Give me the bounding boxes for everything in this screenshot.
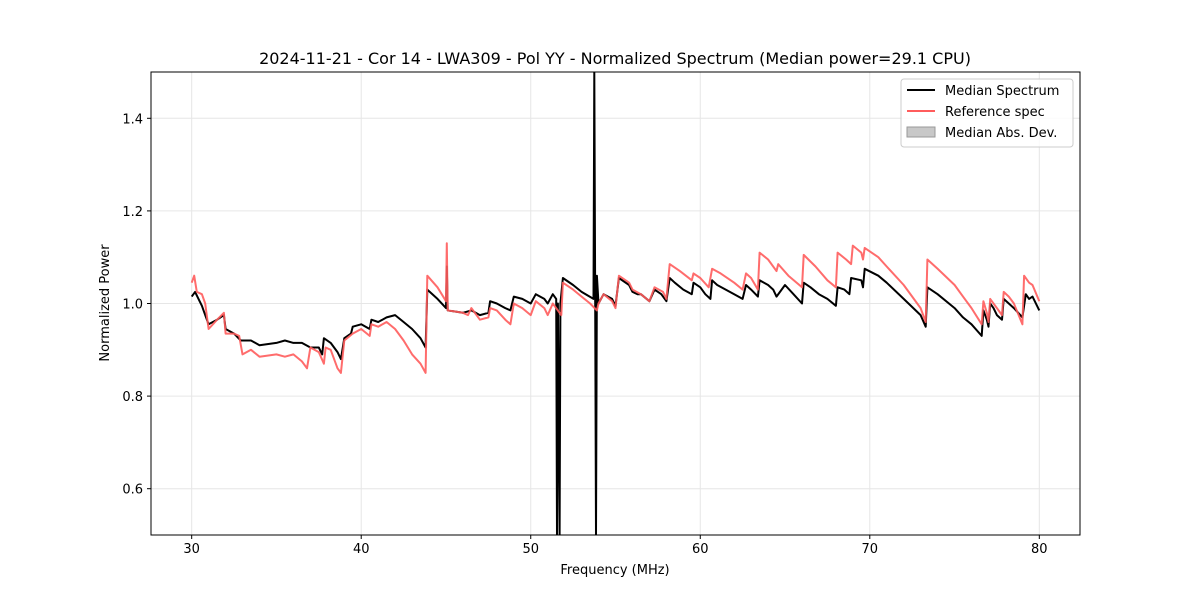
- legend-box: [900, 78, 1074, 148]
- x-tick-label: 80: [1031, 542, 1048, 557]
- series-reference-spec: [190, 242, 1041, 374]
- y-axis-label: Normalized Power: [98, 244, 113, 362]
- ticks: 30 40 50 60 70 80 0.6 0.8 1.0 1.2 1.4: [122, 112, 1047, 557]
- legend-label-mad: Median Abs. Dev.: [945, 126, 1057, 141]
- x-tick-label: 70: [862, 542, 879, 557]
- y-tick-label: 0.8: [122, 390, 143, 405]
- x-tick-label: 60: [692, 542, 709, 557]
- legend: Median Spectrum Reference spec Median Ab…: [900, 78, 1074, 148]
- legend-swatch-mad: [906, 126, 936, 138]
- y-tick-label: 0.6: [122, 483, 143, 498]
- x-tick-label: 30: [183, 542, 200, 557]
- y-tick-label: 1.0: [122, 298, 143, 313]
- legend-label-reference: Reference spec: [945, 105, 1045, 120]
- series-layer: [190, 72, 1041, 535]
- y-tick-label: 1.4: [122, 112, 143, 127]
- legend-label-median: Median Spectrum: [945, 84, 1059, 99]
- y-tick-label: 1.2: [122, 205, 143, 220]
- chart-title: 2024-11-21 - Cor 14 - LWA309 - Pol YY - …: [259, 49, 971, 68]
- x-axis-label: Frequency (MHz): [560, 563, 669, 578]
- x-tick-label: 50: [522, 542, 539, 557]
- x-tick-label: 40: [353, 542, 370, 557]
- plot-area: [190, 72, 1041, 535]
